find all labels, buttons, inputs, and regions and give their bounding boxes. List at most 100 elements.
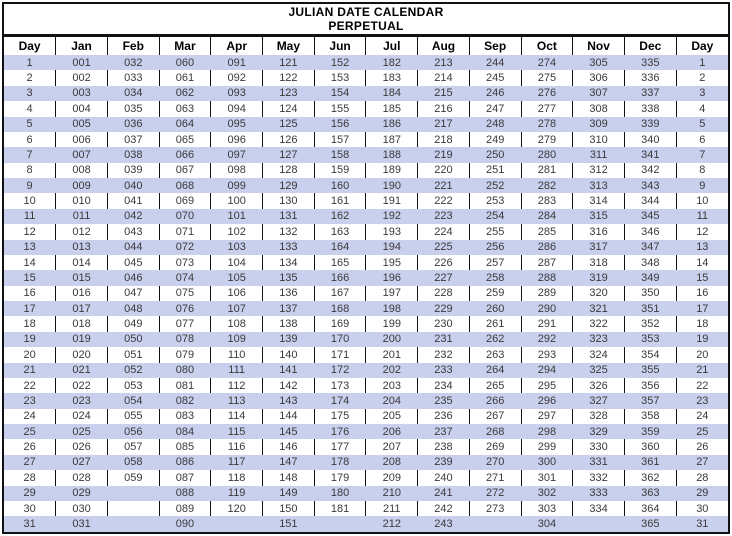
column-header-apr: Apr — [210, 37, 263, 55]
julian-date-cell: 349 — [624, 270, 677, 286]
julian-date-cell — [106, 500, 160, 517]
julian-date-cell: 357 — [624, 393, 677, 409]
julian-date-cell: 113 — [210, 393, 263, 409]
julian-date-cell: 259 — [468, 285, 522, 301]
calendar-body: 1 001 032 060 091 121 152 182 213 244 274 305 335 1 2 0… — [4, 55, 728, 532]
julian-date-cell: 212 — [365, 516, 418, 532]
julian-date-cell: 289 — [520, 285, 573, 301]
julian-date-cell: 027 — [55, 454, 108, 471]
julian-date-cell: 097 — [210, 147, 263, 163]
day-cell-left: 19 — [4, 331, 56, 348]
table-row: 24 024 055 083 114 144 175 205 236 267 297 328 358 24 — [4, 408, 728, 424]
julian-date-cell: 286 — [521, 239, 573, 255]
julian-date-cell: 105 — [210, 270, 263, 286]
column-header-jan: Jan — [55, 37, 108, 55]
julian-date-cell: 074 — [159, 270, 211, 286]
column-header-jun: Jun — [313, 37, 366, 55]
table-row: 21 021 052 080 111 141 172 202 233 264 294 325 355 21 — [4, 362, 728, 378]
julian-date-cell: 040 — [107, 178, 160, 194]
day-cell-right: 11 — [676, 208, 728, 225]
julian-date-cell: 315 — [572, 208, 625, 225]
julian-date-cell: 280 — [521, 147, 573, 163]
day-cell-right: 19 — [676, 331, 728, 348]
julian-date-cell: 199 — [365, 316, 418, 332]
julian-date-cell: 170 — [314, 331, 366, 348]
julian-date-cell: 273 — [468, 500, 522, 517]
table-row: 13 013 044 072 103 133 164 194 225 256 286 317 347 13 — [4, 239, 728, 255]
julian-date-cell: 230 — [417, 316, 470, 332]
table-row: 27 027 058 086 117 147 178 208 239 270 300 331 361 27 — [4, 454, 728, 471]
julian-date-cell: 038 — [107, 147, 160, 163]
julian-date-cell: 229 — [417, 301, 470, 317]
julian-date-cell: 154 — [314, 85, 366, 102]
julian-date-cell: 121 — [262, 55, 315, 71]
julian-date-cell: 314 — [572, 193, 625, 209]
julian-date-cell: 079 — [158, 347, 211, 363]
julian-date-cell: 192 — [365, 208, 418, 225]
julian-date-cell: 213 — [417, 55, 470, 71]
julian-date-cell: 311 — [572, 147, 625, 163]
julian-date-cell: 267 — [468, 408, 522, 424]
julian-date-cell: 269 — [468, 439, 522, 455]
julian-date-cell: 343 — [624, 178, 677, 194]
day-cell-right: 7 — [676, 147, 728, 163]
julian-date-cell: 301 — [520, 470, 573, 486]
julian-date-cell: 094 — [210, 101, 263, 117]
julian-date-cell: 344 — [623, 193, 677, 209]
day-cell-left: 20 — [23, 348, 36, 361]
day-cell-right: 24 — [675, 408, 728, 424]
julian-date-cell: 011 — [55, 208, 108, 225]
title-block: JULIAN DATE CALENDAR PERPETUAL — [4, 4, 728, 37]
julian-date-cell: 110 — [210, 347, 263, 363]
julian-date-cell: 272 — [469, 485, 522, 501]
julian-date-cell: 029 — [55, 485, 108, 501]
julian-date-cell: 182 — [365, 55, 418, 71]
julian-date-cell: 048 — [107, 301, 160, 317]
julian-date-cell: 008 — [55, 162, 108, 178]
column-header-day: Day — [18, 39, 41, 53]
julian-date-cell: 191 — [365, 193, 418, 209]
julian-date-cell: 235 — [417, 393, 470, 409]
day-cell-right: 3 — [676, 85, 728, 102]
julian-date-cell: 063 — [158, 101, 211, 117]
day-cell-right: 16 — [675, 285, 728, 301]
julian-date-cell: 052 — [107, 362, 160, 378]
julian-date-cell: 239 — [417, 454, 470, 471]
julian-date-cell: 292 — [521, 331, 573, 348]
julian-date-cell: 290 — [521, 301, 573, 317]
julian-date-cell: 112 — [210, 377, 263, 394]
julian-date-cell: 042 — [107, 208, 160, 225]
day-cell-left: 31 — [4, 516, 56, 532]
julian-date-cell: 123 — [262, 85, 315, 102]
julian-date-cell: 254 — [469, 208, 522, 225]
julian-date-cell: 091 — [210, 55, 263, 71]
julian-date-cell: 209 — [365, 470, 418, 486]
julian-date-cell: 136 — [262, 285, 315, 301]
julian-date-cell: 204 — [365, 393, 418, 409]
day-cell-left: 11 — [4, 208, 56, 225]
julian-date-cell: 339 — [624, 116, 677, 132]
julian-date-cell: 260 — [469, 301, 522, 317]
julian-date-cell: 175 — [313, 408, 366, 424]
julian-date-cell: 018 — [55, 316, 108, 332]
julian-date-cell: 265 — [468, 377, 522, 394]
julian-date-cell: 118 — [210, 470, 263, 486]
day-cell-right: 13 — [676, 239, 728, 255]
julian-date-cell: 006 — [55, 131, 108, 148]
calendar-subtitle: PERPETUAL — [328, 19, 404, 33]
julian-date-cell: 043 — [106, 224, 160, 240]
julian-date-cell: 007 — [55, 147, 108, 163]
julian-date-cell: 287 — [520, 254, 573, 271]
julian-date-cell: 222 — [417, 193, 470, 209]
julian-date-cell: 321 — [572, 301, 625, 317]
day-cell-right: 25 — [676, 424, 728, 440]
julian-date-cell: 178 — [314, 454, 366, 471]
julian-date-cell — [469, 516, 522, 532]
julian-date-cell: 146 — [262, 439, 315, 455]
julian-date-cell: 288 — [521, 270, 573, 286]
julian-date-cell: 120 — [210, 500, 263, 517]
julian-date-cell: 354 — [623, 347, 677, 363]
julian-date-cell: 129 — [262, 178, 315, 194]
julian-date-cell: 081 — [158, 377, 211, 394]
column-header-dec: Dec — [623, 37, 677, 55]
